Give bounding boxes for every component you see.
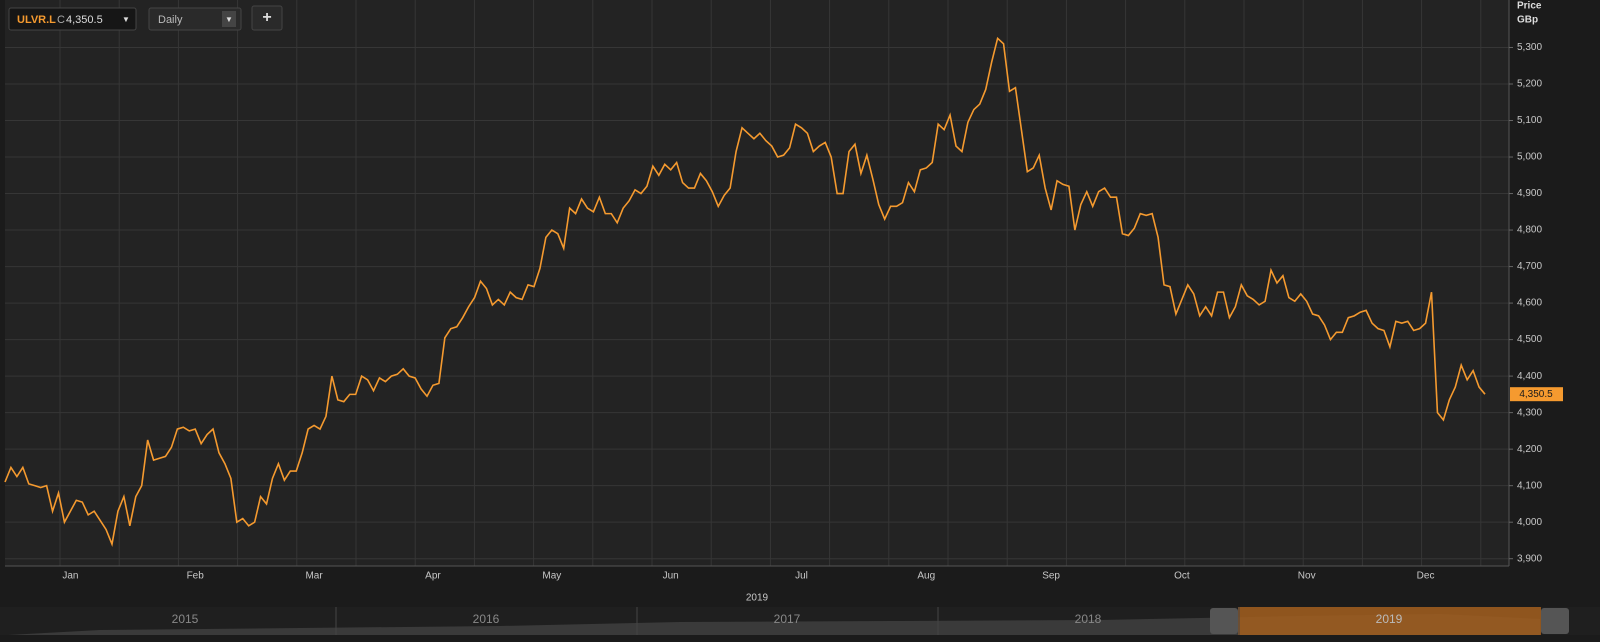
ticker: ULVR.L (17, 14, 56, 26)
x-tick-label: Jan (62, 571, 78, 582)
last-price-label: 4,350.5 (1519, 389, 1553, 400)
x-axis-year: 2019 (746, 593, 769, 604)
navigator-year: 2015 (172, 612, 199, 626)
navigator-year: 2018 (1075, 612, 1102, 626)
x-tick-label: Sep (1042, 571, 1060, 582)
x-tick-label: Mar (305, 571, 323, 582)
plot-area (5, 0, 1509, 566)
navigator-handle-right[interactable] (1541, 608, 1569, 634)
y-tick-label: 3,900 (1517, 553, 1542, 564)
y-tick-label: 4,100 (1517, 480, 1542, 491)
navigator: 2015 2016 2017 2018 2019 (0, 607, 1600, 635)
y-tick-label: 4,500 (1517, 334, 1542, 345)
x-tick-label: Dec (1417, 571, 1435, 582)
y-tick-label: 4,700 (1517, 261, 1542, 272)
ticker-dropdown[interactable]: ▼ (122, 15, 130, 24)
x-tick-label: May (542, 571, 561, 582)
y-tick-label: 5,000 (1517, 152, 1542, 163)
axis-unit: GBp (1517, 15, 1538, 26)
close-value: 4,350.5 (66, 14, 103, 26)
navigator-year: 2017 (774, 612, 801, 626)
y-tick-label: 4,800 (1517, 225, 1542, 236)
y-tick-label: 5,200 (1517, 79, 1542, 90)
symbol-box[interactable] (8, 7, 137, 31)
y-tick-label: 4,600 (1517, 298, 1542, 309)
y-tick-label: 4,200 (1517, 444, 1542, 455)
x-tick-label: Jun (663, 571, 679, 582)
navigator-year: 2016 (473, 612, 500, 626)
y-tick-label: 4,400 (1517, 371, 1542, 382)
navigator-handle-left[interactable] (1210, 608, 1238, 634)
x-tick-label: Aug (917, 571, 935, 582)
y-tick-label: 4,300 (1517, 407, 1542, 418)
interval-arrow-box (222, 11, 236, 27)
y-tick-label: 4,900 (1517, 188, 1542, 199)
x-tick-label: Apr (425, 571, 441, 582)
y-tick-label: 4,000 (1517, 517, 1542, 528)
axis-title: Price (1517, 1, 1542, 12)
x-tick-label: Nov (1298, 571, 1316, 582)
x-tick-label: Jul (795, 571, 808, 582)
navigator-window[interactable] (1238, 607, 1541, 635)
x-tick-label: Feb (187, 571, 205, 582)
navigator-area (8, 614, 1540, 635)
close-label: C (57, 14, 65, 26)
toolbar: ULVR.L C 4,350.5 ▼ Daily ▼ + (8, 5, 283, 31)
interval: Daily (158, 14, 183, 26)
y-tick-label: 5,300 (1517, 42, 1542, 53)
interval-dropdown[interactable]: ▼ (225, 15, 233, 24)
navigator-year: 2019 (1376, 612, 1403, 626)
last-price-tag (1510, 387, 1563, 402)
add-label: + (262, 9, 271, 26)
x-tick-label: Oct (1174, 571, 1190, 582)
y-tick-label: 5,100 (1517, 115, 1542, 126)
interval-box[interactable] (148, 7, 242, 31)
add-button[interactable] (251, 5, 283, 31)
price-line (4, 36, 1486, 547)
